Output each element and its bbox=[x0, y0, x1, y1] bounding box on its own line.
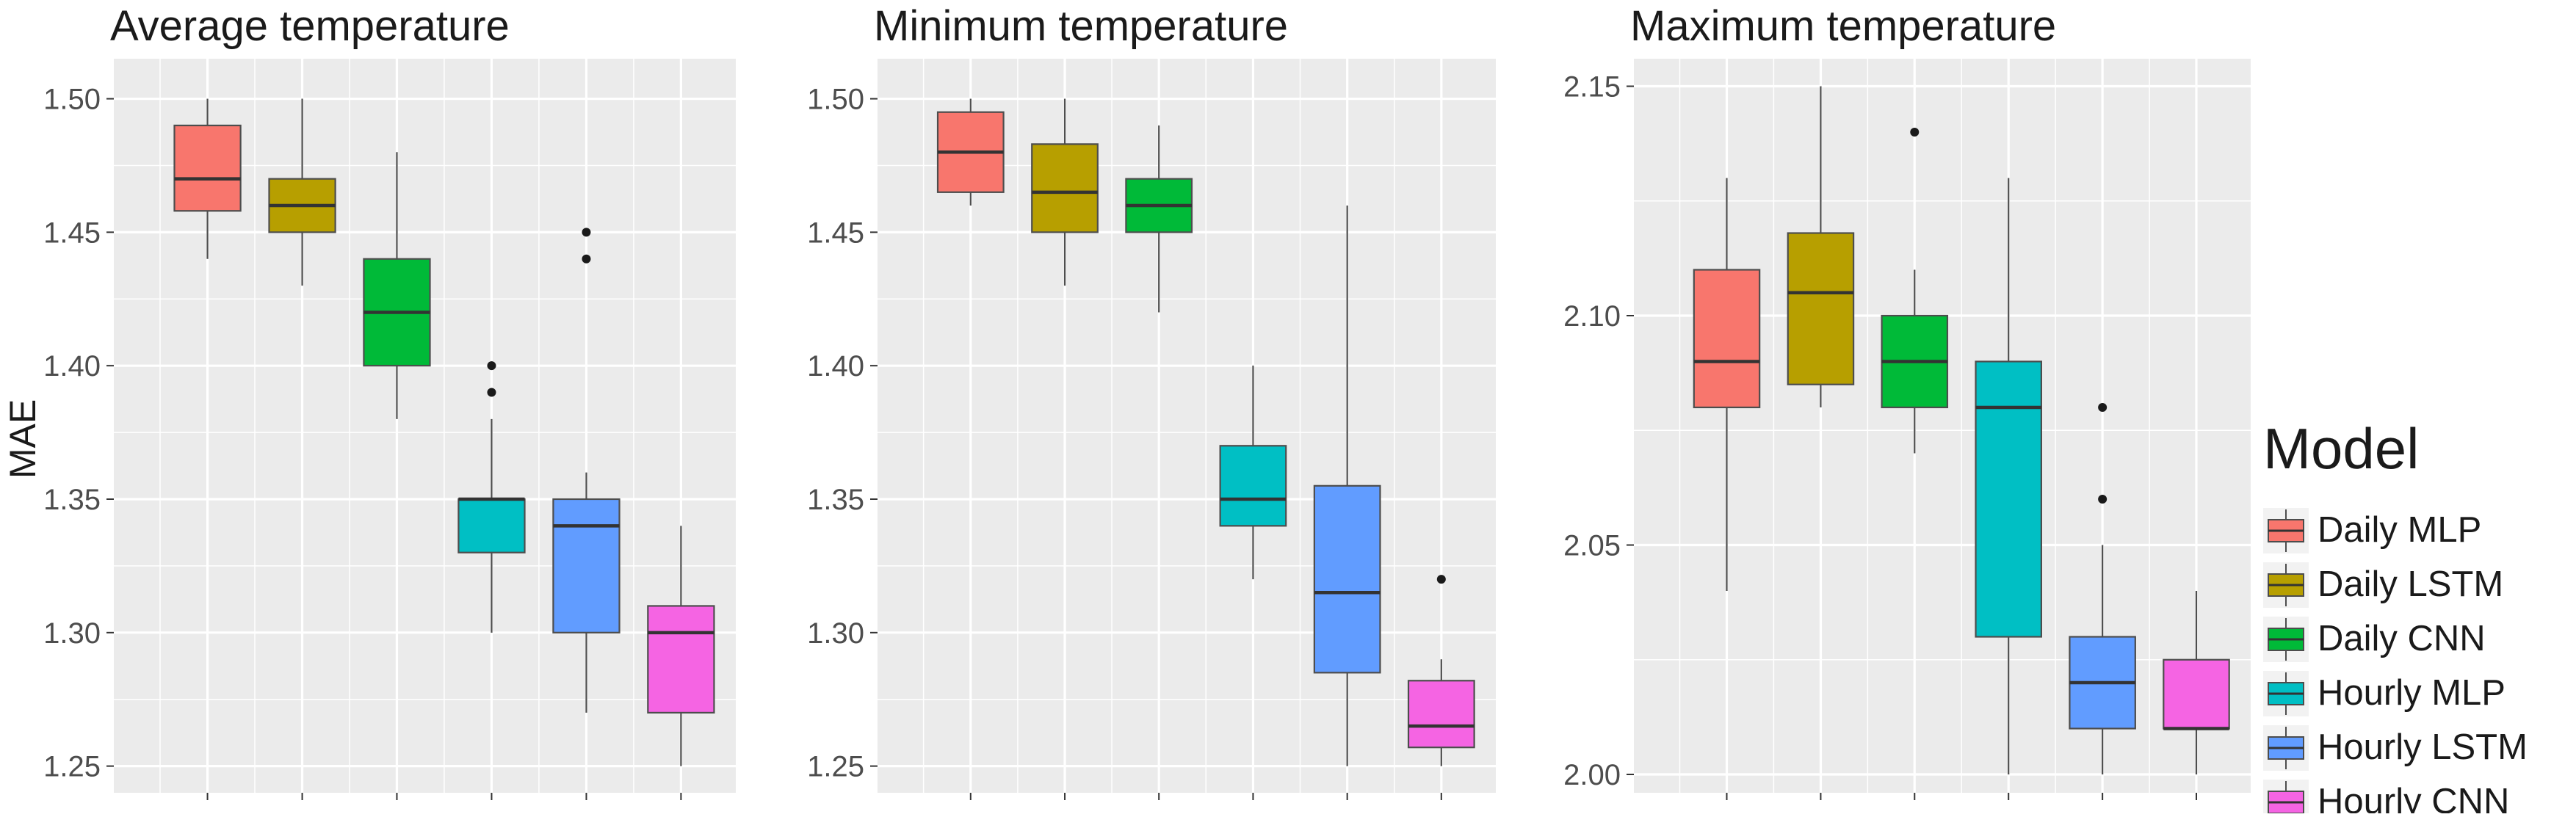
legend-items: Daily MLP Daily LSTM Daily CNN Hourly MLP Ho… bbox=[2263, 508, 2528, 817]
y-tick-label: 2.00 bbox=[1563, 759, 1621, 791]
y-tick-label: 1.25 bbox=[43, 751, 101, 783]
panels: 1.25 1.30 1.35 1.40 1.45 1.50 Average temperat… bbox=[43, 2, 2251, 800]
y-tick-label: 1.45 bbox=[43, 217, 101, 249]
legend-item-daily-cnn: Daily CNN bbox=[2263, 617, 2486, 662]
box-daily-lstm bbox=[1787, 86, 1855, 800]
y-tick-label: 1.35 bbox=[43, 484, 101, 516]
y-tick-label: 1.25 bbox=[807, 751, 864, 783]
box-daily-lstm bbox=[1031, 98, 1099, 800]
panel-title: Maximum temperature bbox=[1630, 2, 2056, 50]
box-iqr bbox=[647, 605, 715, 714]
box-daily-cnn bbox=[363, 152, 431, 800]
y-tick-label: 1.30 bbox=[43, 617, 101, 650]
legend-item-hourly-mlp: Hourly MLP bbox=[2263, 671, 2506, 716]
box-hourly-lstm bbox=[2069, 403, 2136, 800]
legend-item-daily-lstm: Daily LSTM bbox=[2263, 562, 2503, 608]
box-hourly-mlp bbox=[1219, 366, 1287, 800]
panel-title: Minimum temperature bbox=[874, 2, 1288, 50]
y-tick-label: 1.35 bbox=[807, 484, 864, 516]
box-iqr bbox=[1975, 360, 2043, 638]
box-daily-lstm bbox=[268, 98, 336, 800]
outlier-point bbox=[1436, 575, 1446, 584]
y-tick-label: 1.40 bbox=[807, 350, 864, 382]
y-tick-label: 1.30 bbox=[807, 617, 864, 650]
box-iqr bbox=[173, 124, 242, 212]
y-axis-label: MAE bbox=[2, 399, 43, 479]
legend-item-daily-mlp: Daily MLP bbox=[2263, 508, 2481, 553]
box-iqr bbox=[457, 498, 526, 553]
outlier-point bbox=[1910, 128, 1920, 137]
y-tick-label: 2.05 bbox=[1563, 530, 1621, 562]
legend-title: Model bbox=[2263, 416, 2419, 481]
box-daily-cnn bbox=[1125, 125, 1193, 800]
y-tick-label: 2.10 bbox=[1563, 300, 1621, 333]
y-tick-label: 1.50 bbox=[43, 84, 101, 116]
legend-item-hourly-lstm: Hourly LSTM bbox=[2263, 725, 2528, 771]
box-iqr bbox=[1407, 680, 1475, 749]
legend-label: Hourly LSTM bbox=[2318, 727, 2528, 767]
legend: Model Daily MLP Daily LSTM Daily CNN Hourly… bbox=[2263, 416, 2528, 817]
outlier-point bbox=[487, 361, 496, 371]
outlier-point bbox=[582, 254, 591, 264]
legend-label: Daily CNN bbox=[2318, 619, 2486, 658]
outlier-point bbox=[2098, 495, 2108, 504]
y-tick-label: 1.40 bbox=[43, 350, 101, 382]
box-daily-mlp bbox=[1693, 178, 1761, 800]
legend-label: Hourly MLP bbox=[2318, 673, 2506, 713]
box-iqr bbox=[1787, 232, 1855, 385]
box-iqr bbox=[552, 498, 621, 633]
box-daily-mlp bbox=[173, 98, 242, 800]
box-iqr bbox=[1693, 269, 1761, 409]
legend-label: Daily LSTM bbox=[2318, 564, 2503, 604]
legend-label: Hourly CNN bbox=[2318, 782, 2509, 813]
panel-title: Average temperature bbox=[110, 2, 510, 50]
y-tick-label: 1.50 bbox=[807, 84, 864, 116]
outlier-point bbox=[2098, 403, 2108, 412]
panel-3: 2.00 2.05 2.10 2.15 Maximum temperature bbox=[1563, 2, 2251, 800]
box-hourly-lstm bbox=[1313, 206, 1381, 800]
box-hourly-cnn bbox=[1407, 575, 1475, 800]
box-iqr bbox=[2163, 658, 2230, 730]
box-iqr bbox=[1219, 445, 1287, 527]
outlier-point bbox=[582, 228, 591, 237]
box-hourly-cnn bbox=[647, 526, 715, 800]
box-daily-cnn bbox=[1881, 128, 1949, 800]
box-hourly-lstm bbox=[552, 228, 621, 800]
y-tick-label: 1.45 bbox=[807, 217, 864, 249]
panel-background bbox=[1634, 59, 2251, 793]
box-daily-mlp bbox=[936, 98, 1005, 800]
outlier-point bbox=[487, 388, 496, 397]
panel-2: 1.25 1.30 1.35 1.40 1.45 1.50 Minimum temperat… bbox=[807, 2, 1496, 800]
y-tick-label: 2.15 bbox=[1563, 71, 1621, 104]
box-hourly-mlp bbox=[457, 361, 526, 800]
box-hourly-cnn bbox=[2163, 591, 2230, 800]
legend-item-hourly-cnn: Hourly CNN bbox=[2263, 780, 2509, 817]
box-hourly-mlp bbox=[1975, 178, 2043, 800]
panel-1: 1.25 1.30 1.35 1.40 1.45 1.50 Average temperat… bbox=[43, 2, 736, 800]
box-iqr bbox=[1031, 143, 1099, 233]
legend-label: Daily MLP bbox=[2318, 510, 2481, 550]
box-iqr bbox=[1313, 484, 1381, 674]
